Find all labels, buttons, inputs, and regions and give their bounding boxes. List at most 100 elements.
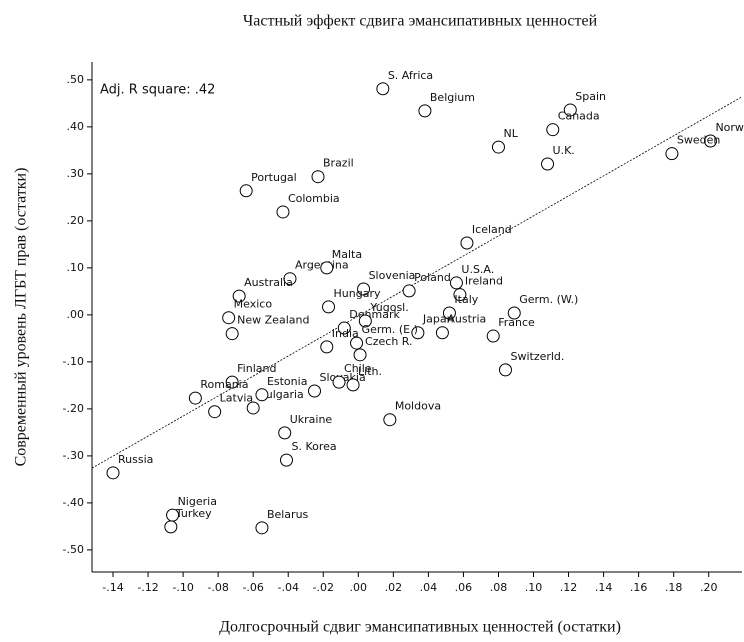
- y-tick-label: .50: [67, 73, 85, 86]
- y-tick-label: .30: [67, 167, 85, 180]
- point: [311, 170, 325, 184]
- point-label: Austria: [447, 313, 486, 326]
- x-tick-label: -.10: [172, 581, 193, 594]
- x-tick-label: .04: [420, 581, 438, 594]
- point: [225, 375, 239, 389]
- x-tick-label: .14: [595, 581, 613, 594]
- point: [346, 378, 360, 392]
- point: [164, 520, 178, 534]
- point: [208, 405, 222, 419]
- point-label: Nigeria: [178, 495, 217, 508]
- point: [322, 300, 336, 314]
- x-tick-label: .08: [490, 581, 508, 594]
- x-tick-label: -.06: [242, 581, 263, 594]
- point-label: Canada: [558, 110, 600, 123]
- point-label: Bulgaria: [258, 388, 304, 401]
- point: [279, 453, 293, 467]
- point: [255, 521, 269, 535]
- point: [308, 384, 322, 398]
- point-label: Romania: [200, 378, 248, 391]
- x-tick-label: .06: [455, 581, 473, 594]
- point-label: Switzerld.: [510, 350, 564, 363]
- point-label: Ukraine: [290, 413, 333, 426]
- point-label: Poland: [414, 271, 451, 284]
- x-tick-label: .12: [560, 581, 578, 594]
- point-label: Sweden: [677, 134, 720, 147]
- point: [232, 289, 246, 303]
- point-label: S. Africa: [388, 69, 433, 82]
- y-axis-title: Современный уровень ЛГБТ прав (остатки): [13, 168, 30, 467]
- point: [546, 123, 560, 137]
- point-label: Brazil: [323, 157, 354, 170]
- point: [337, 321, 351, 335]
- point-label: Germ. (E.): [362, 323, 418, 336]
- point: [453, 288, 467, 302]
- x-tick-label: .16: [630, 581, 648, 594]
- y-tick-label: .20: [67, 214, 85, 227]
- point-label: Australia: [244, 276, 293, 289]
- point: [703, 134, 717, 148]
- point: [106, 466, 120, 480]
- annotation: Adj. R square: .42: [100, 83, 215, 98]
- point-label: Lith.: [358, 365, 382, 378]
- point-label: Hungary: [334, 287, 381, 300]
- point: [320, 261, 334, 275]
- point-label: Malta: [332, 248, 362, 261]
- point-label: Russia: [118, 453, 153, 466]
- point-label: Yugosl.: [369, 301, 408, 314]
- y-tick-label: .40: [67, 120, 85, 133]
- point: [320, 340, 334, 354]
- point-label: NL: [503, 127, 518, 140]
- point: [383, 413, 397, 427]
- point-label: Mexico: [234, 298, 273, 311]
- point-label: Turkey: [175, 507, 212, 520]
- point-label: Estonia: [267, 375, 308, 388]
- point: [357, 282, 371, 296]
- point: [283, 272, 297, 286]
- x-tick-label: -.04: [277, 581, 298, 594]
- point: [491, 140, 505, 154]
- x-tick-label: .02: [385, 581, 403, 594]
- point-label: Belgium: [430, 91, 475, 104]
- y-tick-label: -.50: [63, 543, 84, 556]
- point: [225, 327, 239, 341]
- y-tick-label: -.40: [63, 496, 84, 509]
- point: [507, 306, 521, 320]
- point: [665, 147, 679, 161]
- point: [402, 284, 416, 298]
- y-tick-label: .00: [67, 308, 85, 321]
- point-label: Germ. (W.): [519, 293, 578, 306]
- point: [498, 363, 512, 377]
- point-label: France: [498, 316, 535, 329]
- point: [239, 184, 253, 198]
- x-tick-label: -.14: [102, 581, 123, 594]
- point: [376, 82, 390, 96]
- point: [435, 326, 449, 340]
- y-tick-label: -.10: [63, 355, 84, 368]
- point-label: Finland: [237, 362, 276, 375]
- x-tick-label: -.02: [313, 581, 334, 594]
- point-label: India: [332, 327, 359, 340]
- point: [255, 388, 269, 402]
- point: [358, 314, 372, 328]
- x-tick-label: -.12: [137, 581, 158, 594]
- point: [486, 329, 500, 343]
- point-label: Japan: [422, 313, 454, 326]
- point: [563, 103, 577, 117]
- point: [353, 348, 367, 362]
- point: [449, 276, 463, 290]
- point: [418, 104, 432, 118]
- point-label: Portugal: [251, 171, 297, 184]
- chart-title: Частный эффект сдвига эмансипативных цен…: [243, 13, 598, 30]
- fit-line: [91, 96, 743, 469]
- point: [460, 236, 474, 250]
- point: [350, 336, 364, 350]
- x-tick-label: -.08: [207, 581, 228, 594]
- x-tick-label: .10: [525, 581, 543, 594]
- y-tick-label: -.20: [63, 402, 84, 415]
- point-label: Czech R.: [365, 335, 413, 348]
- y-tick-label: -.30: [63, 449, 84, 462]
- point-label: Chile: [344, 362, 372, 375]
- point-label: U.K.: [553, 144, 575, 157]
